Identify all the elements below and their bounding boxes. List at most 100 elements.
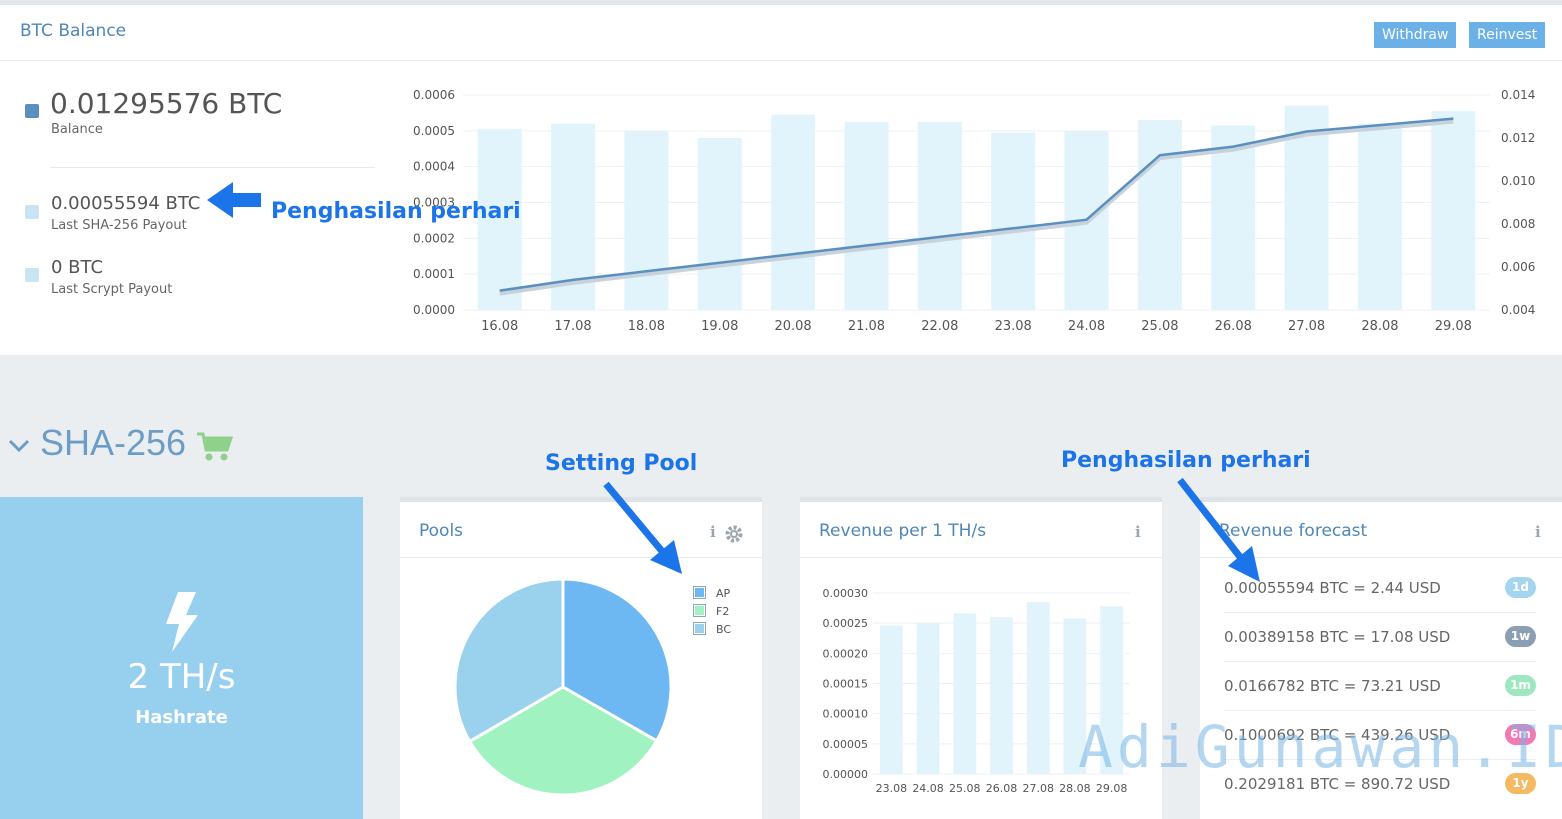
info-icon[interactable]: i <box>710 523 716 541</box>
bar <box>844 121 889 310</box>
bar <box>771 114 816 310</box>
line-shadow <box>499 119 1454 296</box>
top-strip <box>0 0 1562 5</box>
bar <box>1431 111 1476 310</box>
x-tick-label: 20.08 <box>774 319 811 334</box>
y2-tick-label: 0.012 <box>1501 131 1535 145</box>
forecast-card: Revenue forecast i 0.00055594 BTC = 2.44… <box>1200 497 1562 819</box>
chevron-down-icon[interactable] <box>8 437 30 455</box>
reinvest-button[interactable]: Reinvest <box>1469 22 1546 48</box>
x-tick-label: 29.08 <box>1435 319 1472 334</box>
y-tick-label: 0.00015 <box>823 678 869 691</box>
bar <box>1137 120 1182 310</box>
x-tick-label: 28.08 <box>1361 319 1398 334</box>
x-tick-label: 26.08 <box>1215 319 1252 334</box>
x-tick-label: 24.08 <box>1068 319 1105 334</box>
y-tick-label: 0.00005 <box>823 738 869 751</box>
x-tick-label: 18.08 <box>628 319 665 334</box>
legend-bc: BC <box>716 623 732 636</box>
x-tick-label: 29.08 <box>1096 782 1128 795</box>
forecast-text: 0.00389158 BTC = 17.08 USD <box>1224 628 1451 646</box>
pools-pie-chart <box>453 577 673 797</box>
bar <box>477 129 522 310</box>
info-icon[interactable]: i <box>1535 523 1541 541</box>
forecast-text: 0.00055594 BTC = 2.44 USD <box>1224 579 1441 597</box>
legend-swatch-ap <box>693 586 706 599</box>
bar <box>624 130 669 310</box>
pie-slice-bc <box>453 577 565 744</box>
legend-swatch-bc <box>693 622 706 635</box>
sha-payout-label: Last SHA-256 Payout <box>51 218 187 233</box>
balance-value: 0.01295576 BTC <box>50 87 283 120</box>
bar <box>1284 105 1329 310</box>
balance-label: Balance <box>51 122 103 137</box>
pools-card-header: Pools i <box>400 502 762 558</box>
y-tick-label: 0.00020 <box>823 647 869 660</box>
btc-balance-panel: BTC Balance Withdraw Reinvest 0.01295576… <box>0 5 1562 355</box>
y-tick-label: 0.00030 <box>823 587 869 600</box>
lightning-icon <box>166 592 198 652</box>
revenue-chart: 0.00000 0.00005 0.00010 0.00015 0.00020 0.000… <box>823 587 1130 795</box>
sha-payout-value: 0.00055594 BTC <box>51 193 201 214</box>
earning-annotation-right: Penghasilan perhari <box>1061 448 1311 473</box>
bar <box>697 138 742 310</box>
bar <box>879 625 903 774</box>
arrow-left-annotation <box>207 182 261 218</box>
arrow-down-right-annotation <box>1177 477 1260 582</box>
y2-tick-label: 0.006 <box>1501 260 1535 274</box>
y2-tick-label: 0.004 <box>1501 303 1535 317</box>
pie-slice-ap <box>561 577 673 743</box>
y-tick-label: 0.0002 <box>413 231 455 245</box>
x-tick-label: 21.08 <box>848 319 885 334</box>
forecast-row: 0.00389158 BTC = 17.08 USD 1w <box>1224 613 1536 662</box>
balance-header: BTC Balance Withdraw Reinvest <box>0 5 1562 61</box>
y2-tick-label: 0.010 <box>1501 174 1535 188</box>
hashrate-tile: 2 TH/s Hashrate <box>0 497 363 819</box>
x-tick-label: 27.08 <box>1022 782 1054 795</box>
bar <box>1357 123 1402 310</box>
cart-icon[interactable] <box>196 430 234 464</box>
forecast-row: 0.0166782 BTC = 73.21 USD 1m <box>1224 662 1536 711</box>
x-tick-label: 16.08 <box>481 319 518 334</box>
period-badge-6m: 6m <box>1505 724 1536 745</box>
x-tick-label: 19.08 <box>701 319 738 334</box>
y-tick-label: 0.0006 <box>413 88 455 102</box>
scrypt-payout-color-square <box>25 268 39 282</box>
forecast-row: 0.1000692 BTC = 439.26 USD 6m <box>1224 711 1536 760</box>
x-tick-label: 24.08 <box>912 782 944 795</box>
legend-f2: F2 <box>716 605 730 618</box>
x-tick-label: 23.08 <box>876 782 908 795</box>
legend-swatch-f2 <box>693 604 706 617</box>
info-icon[interactable]: i <box>1135 523 1141 541</box>
x-tick-label: 26.08 <box>986 782 1018 795</box>
y-tick-label: 0.00000 <box>823 768 869 781</box>
bar <box>1026 602 1050 774</box>
arrow-down-right-annotation <box>603 481 682 574</box>
balance-title: BTC Balance <box>20 21 127 41</box>
x-tick-label: 23.08 <box>995 319 1032 334</box>
x-tick-label: 25.08 <box>1141 319 1178 334</box>
y2-tick-label: 0.008 <box>1501 217 1535 231</box>
bar <box>1063 618 1087 774</box>
legend-ap: AP <box>716 587 731 600</box>
pools-title: Pools <box>419 521 464 541</box>
period-badge-1y: 1y <box>1505 773 1536 794</box>
withdraw-button[interactable]: Withdraw <box>1374 22 1457 48</box>
gear-icon[interactable] <box>724 524 744 544</box>
forecast-row: 0.2029181 BTC = 890.72 USD 1y <box>1224 760 1536 809</box>
y-tick-label: 0.0000 <box>413 303 455 317</box>
forecast-card-header: Revenue forecast i <box>1200 502 1562 558</box>
forecast-text: 0.1000692 BTC = 439.26 USD <box>1224 726 1451 744</box>
pools-card: Pools i AP F2 BC <box>400 497 762 819</box>
forecast-row: 0.00055594 BTC = 2.44 USD 1d <box>1224 564 1536 613</box>
y-tick-label: 0.00010 <box>823 708 869 721</box>
setting-pool-annotation: Setting Pool <box>545 451 698 476</box>
bar <box>990 617 1013 774</box>
balance-divider <box>50 167 375 168</box>
forecast-text: 0.0166782 BTC = 73.21 USD <box>1224 677 1441 695</box>
forecast-text: 0.2029181 BTC = 890.72 USD <box>1224 775 1451 793</box>
x-tick-label: 28.08 <box>1059 782 1091 795</box>
scrypt-payout-label: Last Scrypt Payout <box>51 282 173 297</box>
period-badge-1m: 1m <box>1505 675 1536 696</box>
